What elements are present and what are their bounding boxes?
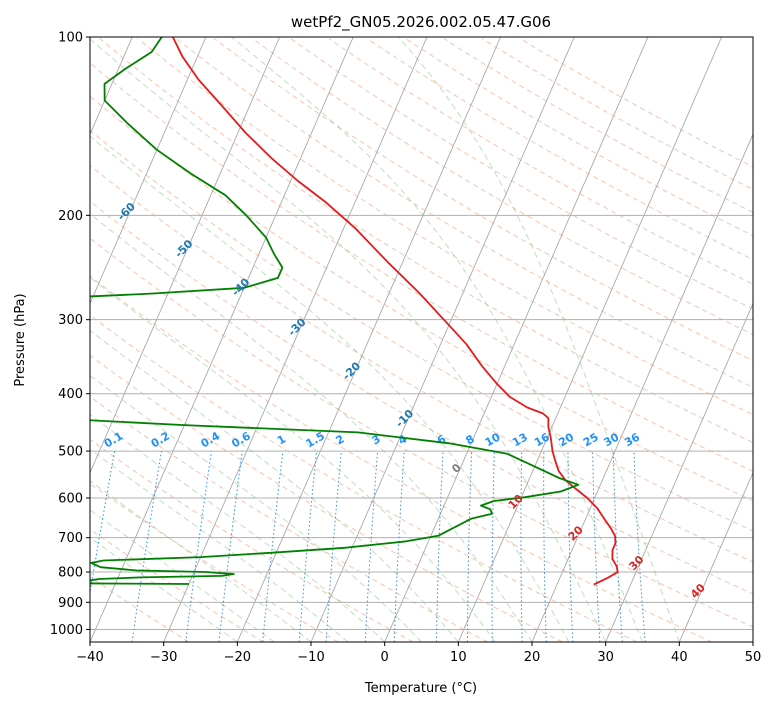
y-tick-label: 400 [58, 387, 83, 402]
y-tick-label: 800 [58, 566, 83, 581]
x-tick-label: 0 [381, 650, 389, 665]
dry-adiabat [90, 95, 753, 502]
dry-adiabat [90, 200, 753, 595]
mixing-ratio-line [131, 451, 162, 642]
dry-adiabat [90, 275, 712, 642]
dry-adiabat [90, 314, 638, 642]
y-tick-label: 1000 [50, 623, 83, 638]
y-tick-label: 600 [58, 492, 83, 507]
x-tick-label: 40 [671, 650, 688, 665]
moist-adiabat [90, 329, 459, 642]
dry-adiabat [90, 482, 339, 642]
moist-adiabat [398, 37, 680, 642]
mixing-ratio-line [185, 451, 212, 642]
dry-adiabat [519, 38, 753, 168]
chart-title: wetPf2_GN05.2026.002.05.47.G06 [291, 13, 551, 32]
isotherm-line [90, 37, 354, 642]
y-axis-ticks: 100 200 300 400 500 600 700 800 900 1000 [50, 31, 90, 638]
moist-adiabat [90, 537, 238, 642]
mixing-ratio-line [218, 451, 243, 642]
isotherm-line [310, 37, 575, 642]
x-tick-label: 30 [597, 650, 614, 665]
moist-adiabat [90, 509, 275, 642]
moist-adiabat [90, 276, 496, 642]
moist-adiabat [90, 480, 312, 642]
x-tick-label: 10 [450, 650, 467, 665]
moist-adiabat [90, 213, 533, 642]
dry-adiabats [90, 38, 753, 642]
x-tick-label: 50 [745, 650, 762, 665]
x-axis-ticks: −40 −30 −20 −10 0 10 20 30 40 50 [76, 642, 761, 665]
isotherms [90, 37, 753, 642]
isobars [90, 37, 753, 630]
isotherm-line [605, 302, 753, 642]
x-tick-label: 20 [524, 650, 541, 665]
mixing-ratio-line [325, 451, 342, 642]
y-tick-label: 200 [58, 209, 83, 224]
y-tick-label: 300 [58, 313, 83, 328]
x-tick-label: −40 [76, 650, 103, 665]
isotherm-line [678, 471, 753, 642]
dry-adiabat [90, 237, 753, 628]
dry-adiabat [290, 38, 753, 310]
isotherm-line [163, 37, 428, 642]
isotherm-line [236, 37, 502, 642]
dry-adiabat [99, 38, 753, 444]
dry-adiabat [137, 38, 753, 416]
mixing-ratio-line [298, 451, 318, 642]
y-tick-label: 500 [58, 445, 83, 460]
isotherm-line [531, 133, 753, 642]
y-tick-label: 900 [58, 596, 83, 611]
plot-frame [89, 36, 754, 643]
moist-adiabat [90, 38, 607, 642]
dry-adiabat [90, 438, 414, 642]
y-tick-label: 100 [58, 31, 83, 46]
dry-adiabat [443, 38, 753, 213]
y-tick-label: 700 [58, 531, 83, 546]
isotherm-line [90, 37, 207, 305]
series-dewpoint-line [90, 37, 580, 585]
isotherm-line [457, 37, 723, 642]
dry-adiabat [175, 38, 753, 388]
dry-adiabat [405, 38, 753, 237]
x-tick-label: −20 [224, 650, 251, 665]
series-temperature-line [171, 37, 619, 586]
x-tick-label: −30 [150, 650, 177, 665]
dry-adiabat [90, 164, 753, 563]
moist-adiabat [90, 135, 570, 642]
moist-adiabat [90, 413, 386, 642]
moist-adiabats [90, 37, 680, 642]
x-tick-label: −10 [297, 650, 324, 665]
mixing-ratio-line [262, 451, 284, 642]
dry-adiabat [90, 62, 753, 472]
y-axis-label: Pressure (hPa) [13, 293, 28, 386]
isotherm-line [384, 37, 649, 642]
dry-adiabat [252, 38, 753, 336]
x-axis-label: Temperature (°C) [364, 681, 477, 696]
isotherm-line [90, 37, 281, 474]
moist-adiabat [231, 37, 643, 642]
sounding-series [90, 37, 619, 586]
